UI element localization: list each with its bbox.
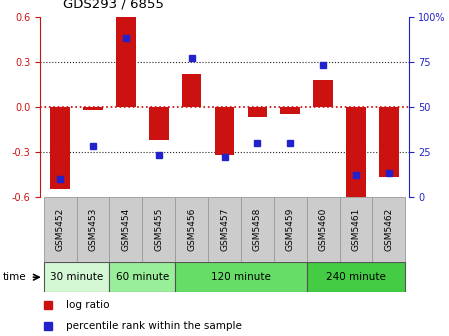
Text: log ratio: log ratio xyxy=(66,300,110,309)
Text: 120 minute: 120 minute xyxy=(211,272,271,282)
Text: GSM5452: GSM5452 xyxy=(56,208,65,251)
Text: GDS293 / 6855: GDS293 / 6855 xyxy=(63,0,164,10)
Text: GSM5455: GSM5455 xyxy=(154,208,163,251)
Bar xyxy=(83,107,103,110)
Bar xyxy=(346,107,366,197)
Bar xyxy=(280,107,300,114)
Bar xyxy=(274,197,307,262)
Bar xyxy=(372,197,405,262)
Bar xyxy=(175,262,307,292)
Bar xyxy=(50,107,70,189)
Bar xyxy=(110,262,175,292)
Bar xyxy=(339,197,372,262)
Bar xyxy=(149,107,169,140)
Text: time: time xyxy=(2,272,26,282)
Bar xyxy=(241,197,274,262)
Text: GSM5453: GSM5453 xyxy=(88,208,97,251)
Text: percentile rank within the sample: percentile rank within the sample xyxy=(66,322,242,331)
Bar xyxy=(182,74,202,107)
Text: GSM5456: GSM5456 xyxy=(187,208,196,251)
Text: GSM5457: GSM5457 xyxy=(220,208,229,251)
Bar xyxy=(307,262,405,292)
Bar xyxy=(116,17,136,107)
Bar xyxy=(215,107,234,155)
Text: GSM5462: GSM5462 xyxy=(384,208,393,251)
Text: GSM5461: GSM5461 xyxy=(352,208,361,251)
Bar xyxy=(110,197,142,262)
Bar xyxy=(313,80,333,107)
Bar xyxy=(175,197,208,262)
Text: 30 minute: 30 minute xyxy=(50,272,103,282)
Bar xyxy=(379,107,399,177)
Text: GSM5458: GSM5458 xyxy=(253,208,262,251)
Bar xyxy=(44,262,110,292)
Text: GSM5459: GSM5459 xyxy=(286,208,295,251)
Text: GSM5460: GSM5460 xyxy=(319,208,328,251)
Bar xyxy=(44,197,77,262)
Text: 240 minute: 240 minute xyxy=(326,272,386,282)
Bar xyxy=(142,197,175,262)
Text: 60 minute: 60 minute xyxy=(116,272,169,282)
Bar xyxy=(247,107,267,117)
Bar xyxy=(77,197,110,262)
Bar xyxy=(307,197,339,262)
Text: GSM5454: GSM5454 xyxy=(121,208,130,251)
Bar xyxy=(208,197,241,262)
